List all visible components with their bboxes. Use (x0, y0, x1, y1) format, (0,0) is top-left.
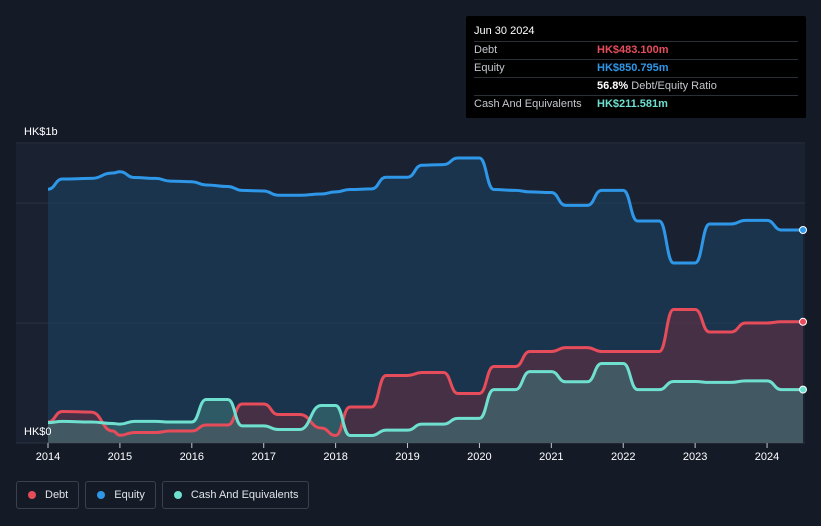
tooltip-panel: Jun 30 2024 Debt HK$483.100m Equity HK$8… (466, 16, 806, 118)
series-endpoints (799, 226, 807, 394)
tooltip-label-ratio (474, 78, 597, 95)
legend-label-equity: Equity (114, 489, 145, 501)
x-tick-label-2014: 2014 (36, 451, 60, 463)
x-tick-label-2021: 2021 (539, 451, 563, 463)
x-tick-label-2015: 2015 (108, 451, 132, 463)
legend-dot-debt-icon (28, 491, 36, 499)
x-tick-label-2016: 2016 (180, 451, 204, 463)
tooltip-label-equity: Equity (474, 62, 505, 74)
tooltip-value-cash: HK$211.581m (597, 98, 668, 110)
tooltip-date: Jun 30 2024 (474, 25, 535, 37)
line-equity (47, 156, 803, 265)
tooltip-row-cash: Cash And Equivalents HK$211.581m (474, 95, 798, 113)
tooltip-row-ratio: 56.8% Debt/Equity Ratio (474, 77, 798, 95)
endpoint-debt (799, 317, 807, 326)
area-cash-and-equivalents (48, 363, 803, 443)
tooltip-value-equity: HK$850.795m (597, 62, 669, 74)
x-axis-ticks: 2014 2015 2016 2017 2018 2019 2020 2021 2022 2023… (36, 443, 779, 463)
legend-item-equity[interactable]: Equity (85, 481, 156, 509)
y-tick-label-top: HK$1b (24, 126, 58, 138)
series-lines (47, 156, 803, 438)
legend-label-debt: Debt (45, 489, 69, 501)
legend-dot-equity-icon (97, 491, 106, 499)
tooltip-value-ratio: 56.8% Debt/Equity Ratio (597, 78, 717, 95)
x-tick-label-2024: 2024 (755, 451, 779, 463)
line-cash-and-equivalents (47, 362, 803, 438)
line-debt (47, 308, 803, 437)
tooltip-ratio-caption: Debt/Equity Ratio (631, 80, 717, 92)
legend-item-cash[interactable]: Cash And Equivalents (161, 481, 310, 509)
legend-dot-cash-icon (173, 491, 182, 499)
tooltip-value-debt: HK$483.100m (597, 44, 669, 56)
legend-item-debt[interactable]: Debt (16, 481, 80, 509)
tooltip-label-debt: Debt (474, 44, 498, 56)
x-tick-label-2018: 2018 (323, 451, 347, 463)
series-areas (48, 158, 803, 443)
tooltip-row-debt: Debt HK$483.100m (474, 41, 798, 59)
endpoint-cash-and-equivalents (799, 385, 807, 394)
x-tick-label-2023: 2023 (683, 451, 707, 463)
x-tick-label-2022: 2022 (611, 451, 635, 463)
tooltip-label-cash: Cash And Equivalents (474, 98, 582, 110)
x-tick-label-2017: 2017 (251, 451, 275, 463)
x-tick-label-2020: 2020 (467, 451, 491, 463)
legend: Debt Equity Cash And Equivalents (16, 481, 310, 509)
tooltip-row-equity: Equity HK$850.795m (474, 59, 798, 77)
y-tick-label-bottom: HK$0 (24, 426, 52, 438)
legend-label-cash: Cash And Equivalents (190, 489, 299, 501)
endpoint-equity (799, 226, 807, 234)
tooltip-ratio-number: 56.8% (597, 80, 629, 92)
x-tick-label-2019: 2019 (395, 451, 419, 463)
